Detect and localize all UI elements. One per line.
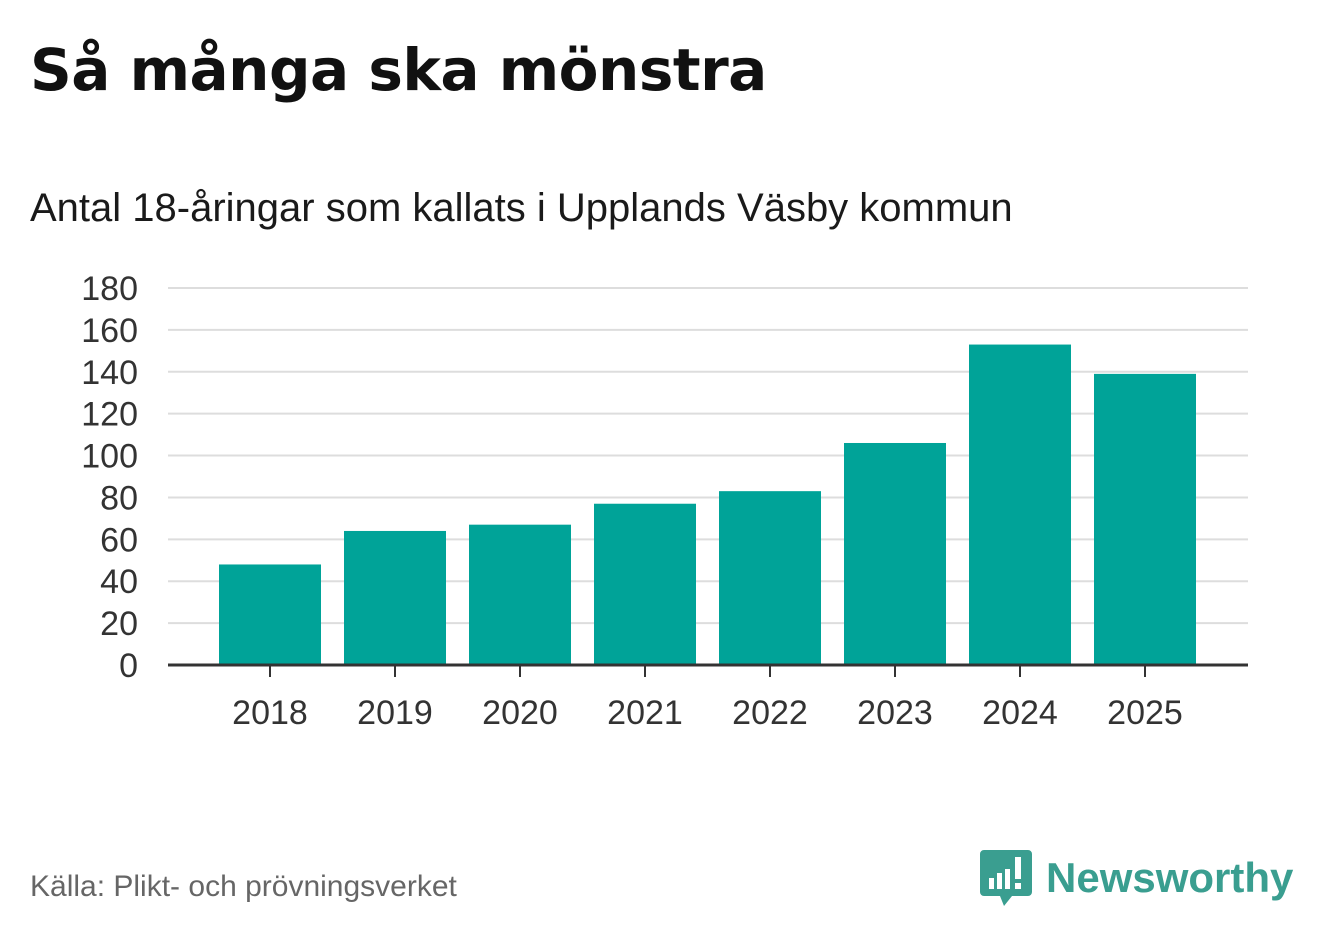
brand-name: Newsworthy bbox=[1046, 854, 1294, 901]
chart-title: Så många ska mönstra bbox=[30, 36, 767, 104]
bar-2020 bbox=[469, 524, 571, 665]
x-tick-label: 2019 bbox=[357, 694, 433, 732]
y-tick-label: 140 bbox=[81, 354, 138, 392]
x-tick-label: 2023 bbox=[857, 694, 933, 732]
x-tick-label: 2022 bbox=[732, 694, 808, 732]
bar-2021 bbox=[594, 503, 696, 665]
y-tick-label: 0 bbox=[119, 647, 138, 685]
y-tick-label: 100 bbox=[81, 438, 138, 476]
x-tick-label: 2025 bbox=[1107, 694, 1183, 732]
y-tick-label: 120 bbox=[81, 396, 138, 434]
brand: Newsworthy bbox=[980, 848, 1293, 908]
bar-2019 bbox=[344, 530, 446, 665]
x-tick-label: 2024 bbox=[982, 694, 1058, 732]
bar-2018 bbox=[219, 564, 321, 665]
y-tick-label: 40 bbox=[100, 563, 138, 601]
x-tick-label: 2020 bbox=[482, 694, 558, 732]
y-tick-label: 60 bbox=[100, 521, 138, 559]
y-tick-label: 180 bbox=[81, 270, 138, 308]
bar-2024 bbox=[969, 344, 1071, 665]
bars bbox=[219, 344, 1196, 665]
x-axis bbox=[168, 663, 1248, 677]
y-tick-label: 20 bbox=[100, 605, 138, 643]
newsworthy-logo-icon bbox=[980, 850, 1032, 906]
x-tick-label: 2021 bbox=[607, 694, 683, 732]
bar-2023 bbox=[844, 442, 946, 665]
gridlines bbox=[168, 287, 1248, 625]
x-axis-labels: 2018 2019 2020 2021 2022 2023 2024 2025 bbox=[232, 694, 1183, 732]
source-note: Källa: Plikt- och prövningsverket bbox=[30, 870, 457, 903]
y-tick-label: 160 bbox=[81, 312, 138, 350]
chart-subtitle: Antal 18-åringar som kallats i Upplands … bbox=[30, 186, 1013, 230]
bar-2025 bbox=[1094, 373, 1196, 665]
y-tick-label: 80 bbox=[100, 479, 138, 517]
bar-2022 bbox=[719, 491, 821, 665]
x-tick-label: 2018 bbox=[232, 694, 308, 732]
